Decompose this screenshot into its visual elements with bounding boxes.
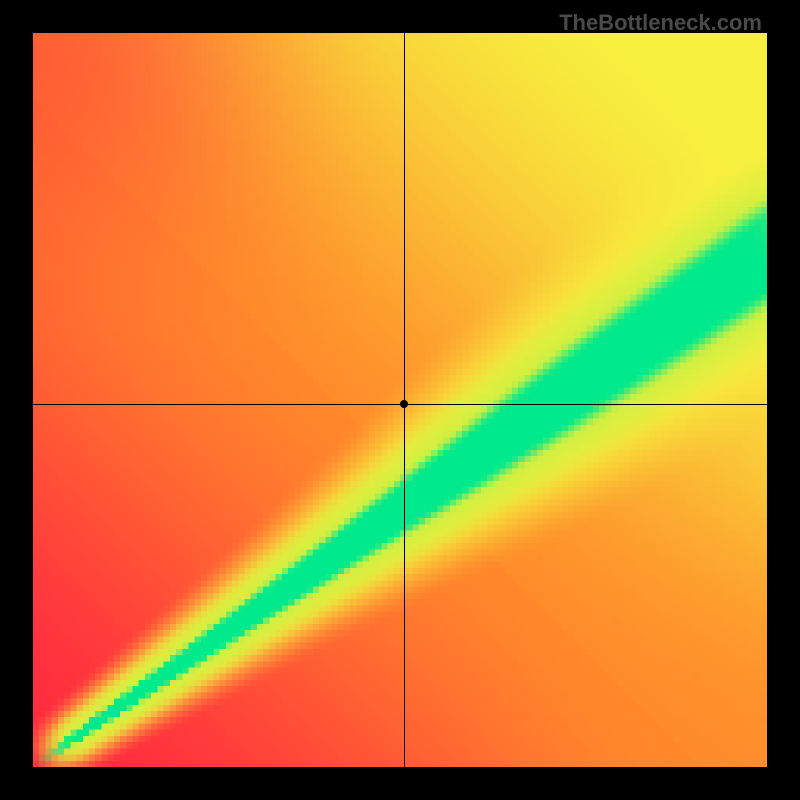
- crosshair-marker: [400, 400, 408, 408]
- chart-container: { "watermark": { "text": "TheBottleneck.…: [0, 0, 800, 800]
- watermark-text: TheBottleneck.com: [559, 10, 762, 36]
